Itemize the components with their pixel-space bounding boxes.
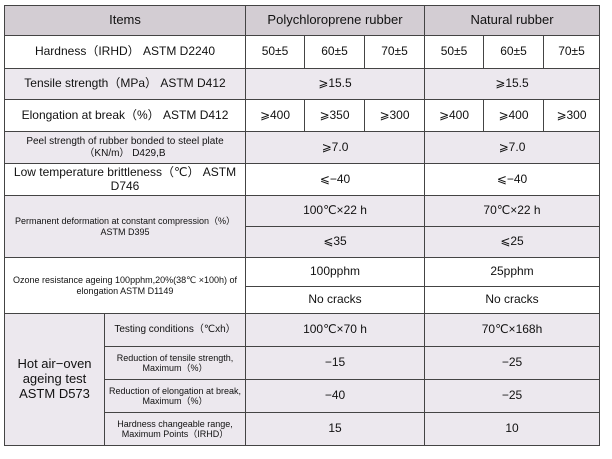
hot-air-row-3: Reduction of elongation at break, Maximu… xyxy=(4,379,600,413)
hot-air-label: Hot air−oven ageing test ASTM D573 xyxy=(4,313,105,446)
nr-ozone-val: No cracks xyxy=(424,286,600,314)
perm-def-row-1: Permanent deformation at constant compre… xyxy=(4,195,600,258)
pc-hot-air-2: −15 xyxy=(245,346,425,380)
nr-hot-air-1: 70℃×168h xyxy=(424,313,600,347)
peel-label: Peel strength of rubber bonded to steel … xyxy=(4,131,246,164)
pc-elongation-2: ⩾350 xyxy=(304,99,365,132)
hot-air-row-1: Hot air−oven ageing test ASTM D573 Testi… xyxy=(4,313,600,446)
pc-hardness-2: 60±5 xyxy=(304,35,365,69)
pc-tensile: ⩾15.5 xyxy=(245,68,425,100)
nr-hot-air-3: −25 xyxy=(424,379,600,413)
nr-hot-air-2: −25 xyxy=(424,346,600,380)
perm-def-label: Permanent deformation at constant compre… xyxy=(4,195,246,258)
tensile-label: Tensile strength（MPa） ASTM D412 xyxy=(4,68,246,100)
nr-perm-def-cond: 70℃×22 h xyxy=(424,195,600,227)
rubber-spec-table: Items Polychloroprene rubber Natural rub… xyxy=(4,5,600,446)
ozone-label: Ozone resistance ageing 100pphm,20%(38℃ … xyxy=(4,257,246,314)
nr-ozone-cond: 25pphm xyxy=(424,257,600,287)
pc-hardness-1: 50±5 xyxy=(245,35,305,69)
hot-air-sub-label-1: Testing conditions（℃xh） xyxy=(104,313,246,347)
tensile-row: Tensile strength（MPa） ASTM D412 ⩾15.5 ⩾1… xyxy=(4,68,600,100)
pc-hot-air-4: 15 xyxy=(245,412,425,446)
nr-peel: ⩾7.0 xyxy=(424,131,600,164)
spec-table-container: Items Polychloroprene rubber Natural rub… xyxy=(4,5,600,446)
pc-peel: ⩾7.0 xyxy=(245,131,425,164)
hardness-row: Hardness（IRHD） ASTM D2240 50±5 60±5 70±5… xyxy=(4,35,600,69)
hot-air-sub-label-4: Hardness changeable range, Maximum Point… xyxy=(104,412,246,446)
nr-low-temp: ⩽−40 xyxy=(424,163,600,196)
perm-def-row-2: ⩽35 ⩽25 xyxy=(4,226,600,258)
pc-ozone-cond: 100pphm xyxy=(245,257,425,287)
hot-air-row-2: Reduction of tensile strength, Maximum（%… xyxy=(4,346,600,380)
low-temp-row: Low temperature brittleness（℃） ASTM D746… xyxy=(4,163,600,196)
peel-row: Peel strength of rubber bonded to steel … xyxy=(4,131,600,164)
pc-elongation-1: ⩾400 xyxy=(245,99,305,132)
elongation-label: Elongation at break（%） ASTM D412 xyxy=(4,99,246,132)
pc-perm-def-val: ⩽35 xyxy=(245,226,425,258)
header-row: Items Polychloroprene rubber Natural rub… xyxy=(4,5,600,36)
hot-air-sub-label-3: Reduction of elongation at break, Maximu… xyxy=(104,379,246,413)
low-temp-label: Low temperature brittleness（℃） ASTM D746 xyxy=(4,163,246,196)
pc-low-temp: ⩽−40 xyxy=(245,163,425,196)
hardness-label: Hardness（IRHD） ASTM D2240 xyxy=(4,35,246,69)
nr-perm-def-val: ⩽25 xyxy=(424,226,600,258)
pc-hot-air-3: −40 xyxy=(245,379,425,413)
items-header: Items xyxy=(4,5,246,36)
nr-tensile: ⩾15.5 xyxy=(424,68,600,100)
pc-hardness-3: 70±5 xyxy=(364,35,425,69)
hot-air-row-4: Hardness changeable range, Maximum Point… xyxy=(4,412,600,446)
nr-hardness-3: 70±5 xyxy=(543,35,600,69)
pc-hot-air-1: 100℃×70 h xyxy=(245,313,425,347)
pc-perm-def-cond: 100℃×22 h xyxy=(245,195,425,227)
nr-elongation-1: ⩾400 xyxy=(424,99,484,132)
nr-hardness-2: 60±5 xyxy=(483,35,544,69)
nr-elongation-2: ⩾400 xyxy=(483,99,544,132)
polychloroprene-header: Polychloroprene rubber xyxy=(245,5,425,36)
pc-elongation-3: ⩾300 xyxy=(364,99,425,132)
pc-ozone-val: No cracks xyxy=(245,286,425,314)
nr-hardness-1: 50±5 xyxy=(424,35,484,69)
nr-hot-air-4: 10 xyxy=(424,412,600,446)
elongation-row: Elongation at break（%） ASTM D412 ⩾400 ⩾3… xyxy=(4,99,600,132)
ozone-row-1: Ozone resistance ageing 100pphm,20%(38℃ … xyxy=(4,257,600,314)
nr-elongation-3: ⩾300 xyxy=(543,99,600,132)
natural-rubber-header: Natural rubber xyxy=(424,5,600,36)
hot-air-sub-label-2: Reduction of tensile strength, Maximum（%… xyxy=(104,346,246,380)
